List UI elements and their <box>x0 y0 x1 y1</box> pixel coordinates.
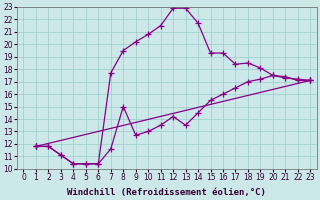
X-axis label: Windchill (Refroidissement éolien,°C): Windchill (Refroidissement éolien,°C) <box>68 188 266 197</box>
